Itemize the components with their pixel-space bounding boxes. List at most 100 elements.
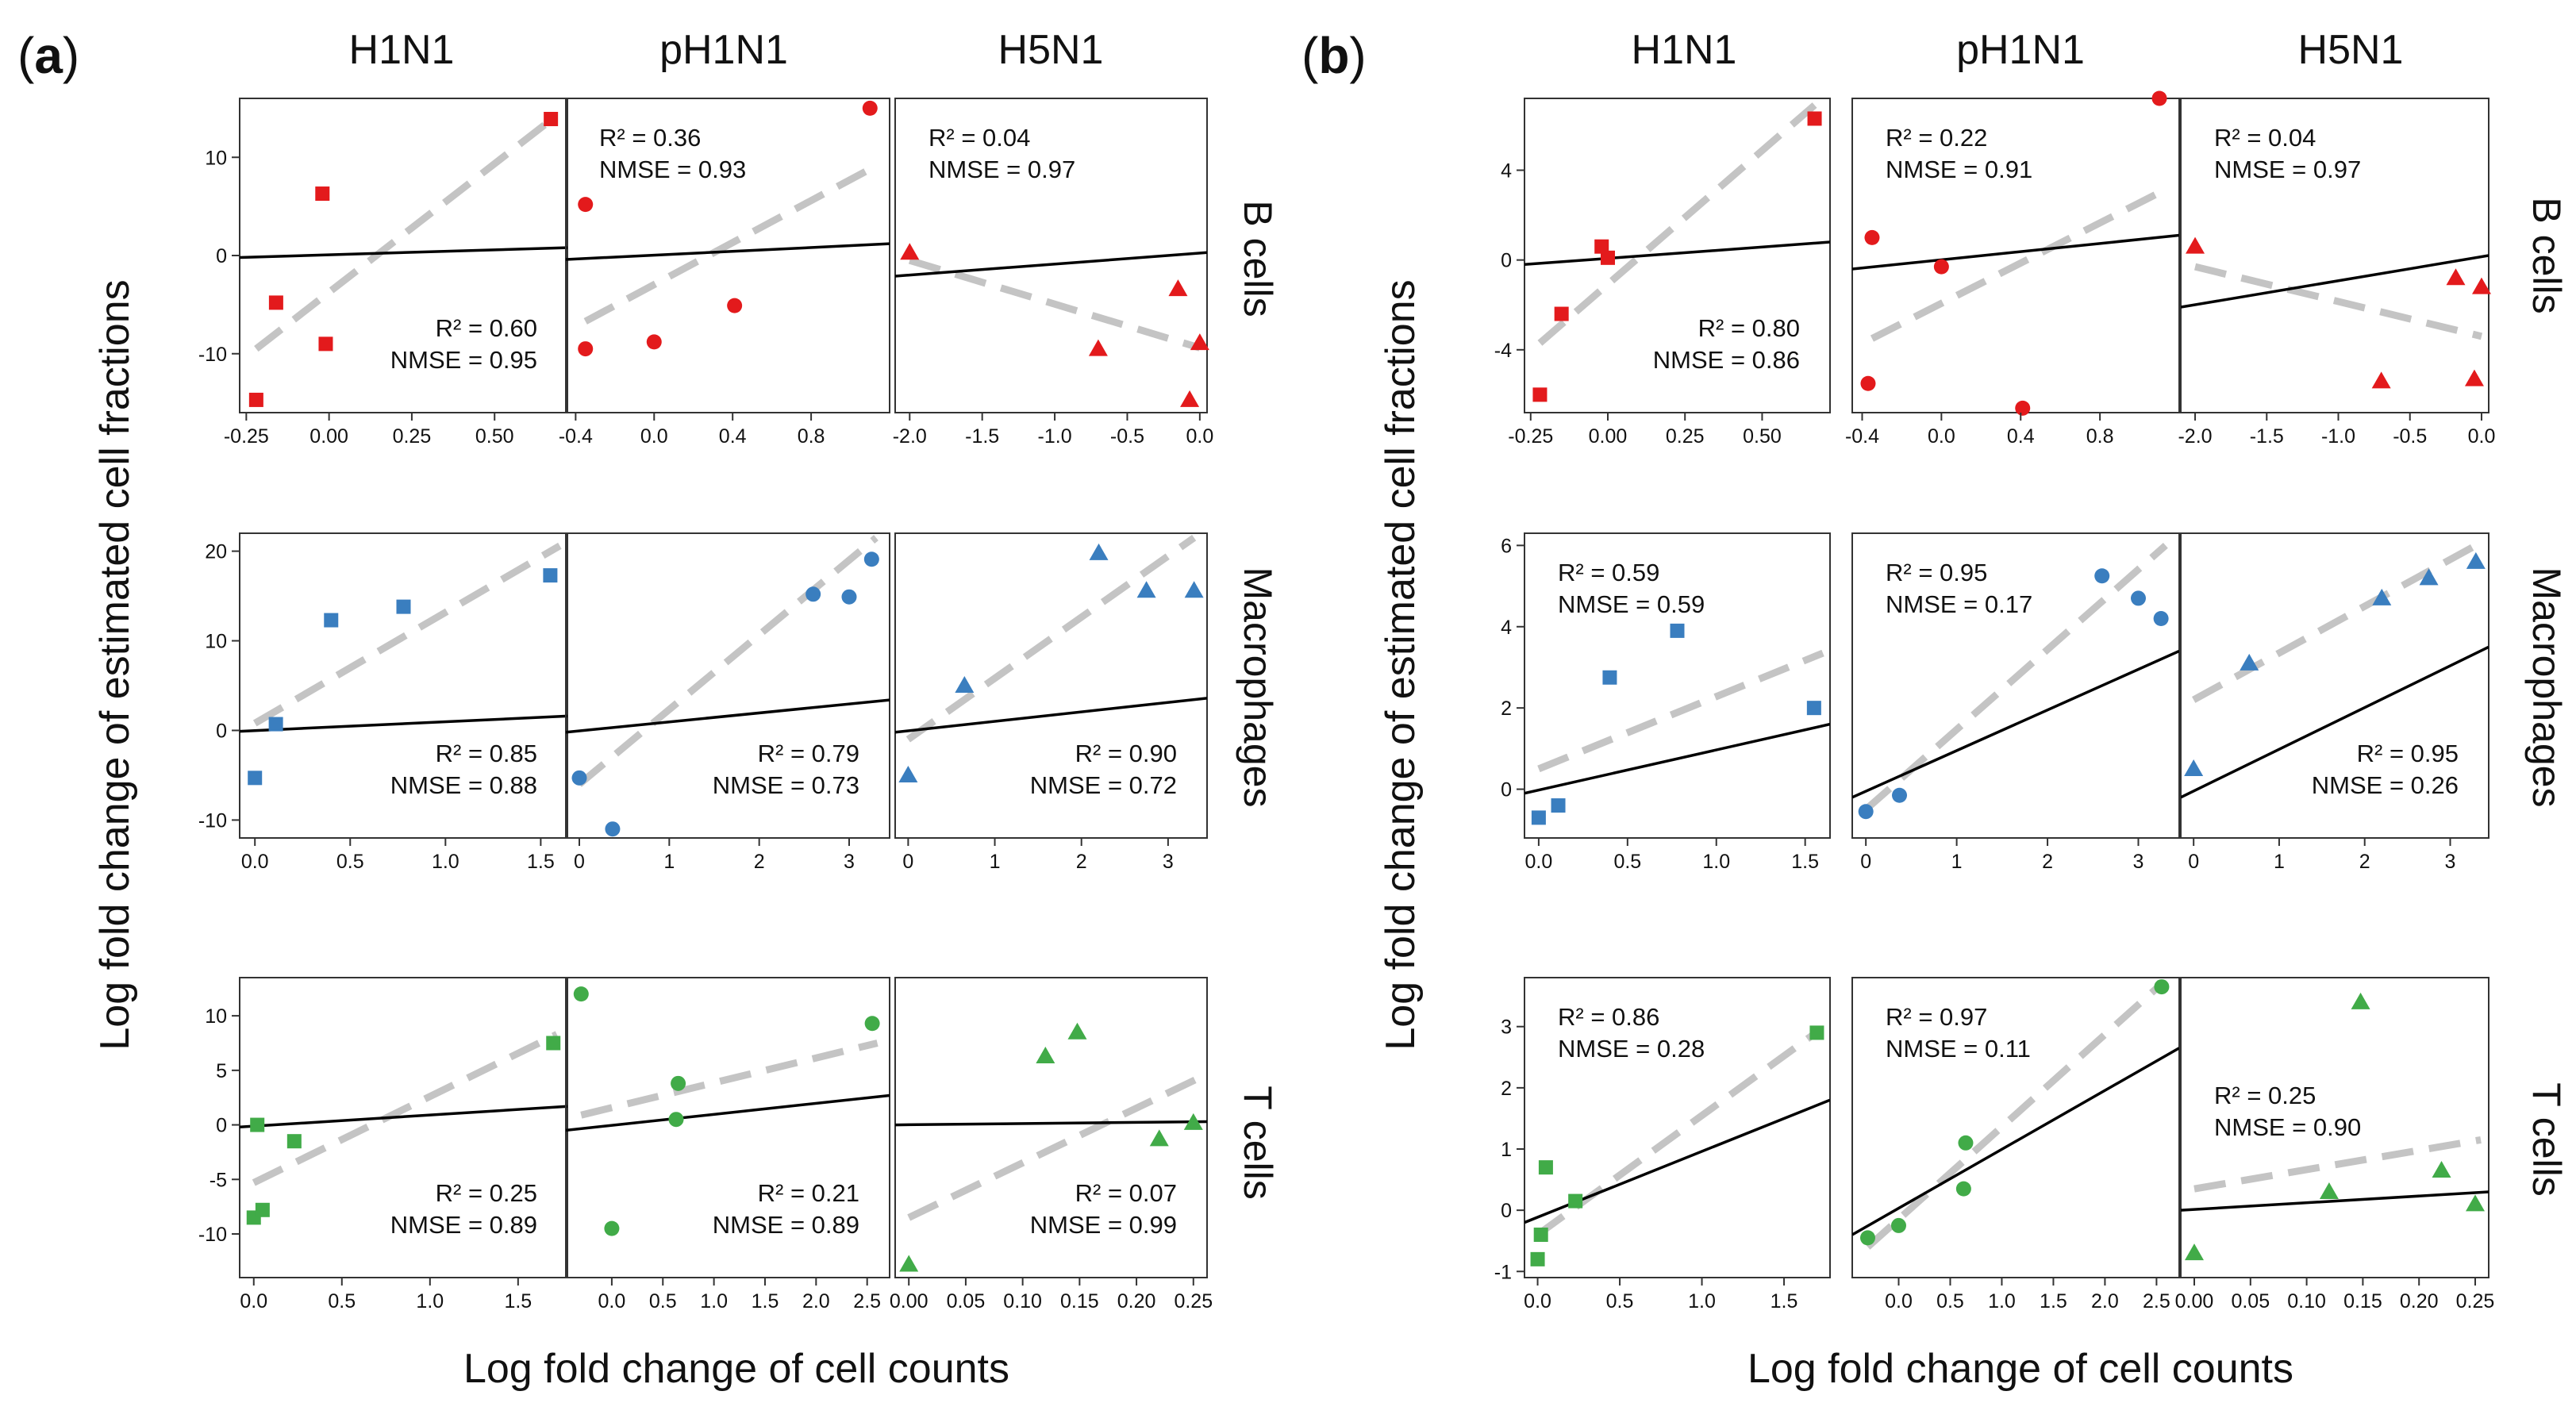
x-tick-label: 0.50 (1743, 425, 1782, 448)
data-point-4 (318, 336, 333, 352)
subplot-b-macrophages-h5n1: 0 1 2 3 R² = 0.95 NMSE = 0.26 (2180, 532, 2489, 873)
fit-line (895, 1120, 1207, 1127)
y-tick-label: 0 (216, 720, 227, 742)
x-tick-label: 0 (1860, 851, 1871, 873)
y-tick-label: 4 (1501, 160, 1512, 183)
subplot-a-b-cells-ph1n1: -0.4 0.0 0.4 0.8 R² = 0.36 NMSE = 0.93 (559, 98, 890, 448)
x-tick-label: -0.5 (1110, 425, 1144, 448)
plot-frame (1524, 977, 1831, 1278)
data-point-1 (578, 197, 594, 213)
x-tick-label: 0.0 (640, 425, 668, 448)
data-point-4 (668, 1112, 684, 1128)
lines (1852, 542, 2179, 813)
data-point-2 (1860, 375, 1876, 391)
lines (2181, 254, 2489, 340)
data-point-4 (1190, 333, 1209, 351)
x-tick-label: 0.15 (1060, 1290, 1099, 1312)
data-point-4 (1149, 1129, 1169, 1147)
x-tick-label: 0.05 (947, 1290, 986, 1312)
data-point-3 (1168, 279, 1188, 297)
reference-dashed-line (580, 1040, 879, 1119)
data-point-2 (268, 717, 283, 732)
x-tick-label: 3 (2445, 851, 2456, 873)
nmse-label: NMSE = 0.89 (390, 1211, 537, 1239)
subplot-a-t-cells-h1n1: 0.0 0.5 1.0 1.5 -10 -5 0 5 10 R² = 0.25 NMSE = 0.8… (198, 977, 568, 1312)
data-point-2 (955, 676, 975, 693)
row-title-b-b-cells: B cells (2524, 197, 2569, 313)
reference-dashed-line (583, 166, 872, 325)
x-tick-label: -2.0 (893, 425, 927, 448)
x-tick-label: 2 (2042, 851, 2053, 873)
fit-line (2181, 645, 2489, 799)
y-tick-label: 5 (216, 1060, 227, 1082)
data-point-1 (1533, 1228, 1548, 1242)
data-point-2 (578, 341, 594, 357)
x-tick-label: 1.5 (2040, 1290, 2067, 1312)
subplot-a-t-cells-h5n1: 0.00 0.05 0.10 0.15 0.20 0.25 R² = 0.07 NMSE = … (890, 977, 1213, 1312)
data-point-4 (1136, 581, 1156, 598)
fit-line (240, 246, 567, 259)
data-point-2 (605, 821, 621, 837)
x-tick-label: 0 (574, 851, 585, 873)
data-point-4 (727, 298, 743, 313)
x-tick-label: 0.8 (798, 425, 825, 448)
data-point-5 (2466, 1194, 2486, 1212)
r-squared-label: R² = 0.25 (436, 1179, 537, 1207)
data-point-5 (862, 100, 878, 116)
nmse-label: NMSE = 0.11 (1886, 1035, 2031, 1063)
data-point-1 (250, 1117, 265, 1132)
x-tick-label: 0.25 (393, 425, 432, 448)
row-title-b-t-cells: T cells (2524, 1082, 2569, 1197)
data-point-5 (544, 111, 559, 126)
x-tick-label: -0.25 (1508, 425, 1553, 448)
col-title-a-ph1n1: pH1N1 (659, 27, 788, 73)
reference-dashed-line (1537, 649, 1824, 773)
y-tick-label: 1 (1501, 1139, 1512, 1161)
data-point-3 (671, 1075, 686, 1091)
reference-dashed-line (908, 256, 1201, 352)
data-point-4 (1670, 623, 1685, 638)
r-squared-label: R² = 0.04 (2214, 124, 2316, 152)
x-tick-label: -1.0 (1038, 425, 1072, 448)
data-point-3 (315, 186, 330, 202)
nmse-label: NMSE = 0.97 (2214, 156, 2361, 183)
x-tick-label: 1.0 (1988, 1290, 2016, 1312)
x-tick-label: 0.10 (2287, 1290, 2326, 1312)
reference-dashed-line (2193, 263, 2483, 340)
r-squared-label: R² = 0.36 (599, 124, 701, 152)
data-point-5 (546, 1036, 561, 1051)
col-title-b-h1n1: H1N1 (1632, 27, 1737, 73)
data-point-3 (1089, 543, 1109, 560)
data-point-1 (2184, 759, 2204, 776)
x-tick-label: 0.25 (2456, 1290, 2495, 1312)
x-tick-label: 0.0 (240, 1290, 267, 1312)
r-squared-label: R² = 0.22 (1886, 124, 1987, 152)
x-tick-label: 1 (990, 851, 1001, 873)
x-tick-label: 0.20 (2400, 1290, 2439, 1312)
y-tick-label: 10 (205, 631, 227, 653)
plot-frame (2180, 532, 2489, 839)
subplot-b-macrophages-ph1n1: 0 1 2 3 R² = 0.95 NMSE = 0.17 (1851, 532, 2180, 873)
data-point-3 (2372, 588, 2392, 605)
reference-dashed-line (252, 1031, 559, 1186)
data-point-2 (1890, 1217, 1906, 1233)
x-tick-label: 1 (1951, 851, 1963, 873)
y-tick-label: 0 (216, 1115, 227, 1137)
data-point-2 (604, 1220, 620, 1236)
plot-frame (894, 532, 1208, 839)
reference-dashed-line (1535, 1026, 1823, 1238)
lines (1524, 649, 1830, 795)
x-tick-label: 0.5 (328, 1290, 356, 1312)
lines (1524, 102, 1830, 346)
x-tick-label: 3 (1163, 851, 1174, 873)
y-tick-label: -5 (210, 1169, 227, 1191)
x-tick-label: 1.0 (700, 1290, 728, 1312)
reference-dashed-line (254, 117, 553, 352)
lines (895, 534, 1207, 743)
data-point-1 (248, 771, 263, 786)
data-point-3 (2351, 992, 2370, 1009)
x-tick-label: -0.5 (2393, 425, 2427, 448)
y-tick-label: 10 (205, 147, 227, 169)
y-tick-label: 2 (1501, 1078, 1512, 1100)
